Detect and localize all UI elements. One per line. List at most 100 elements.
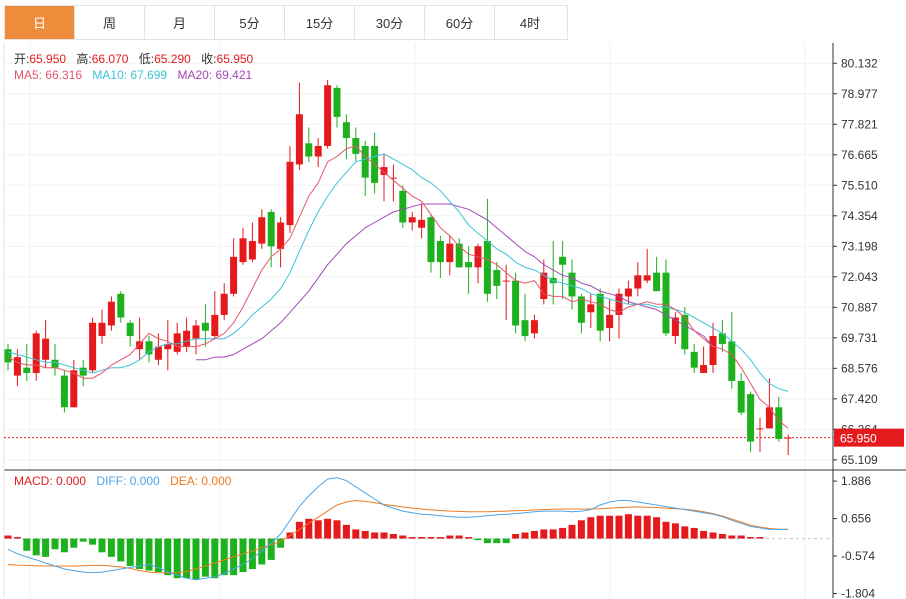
candle-body (408, 217, 416, 223)
open-value: 65.950 (29, 52, 67, 66)
candle-body (512, 280, 520, 326)
last-price-tag (834, 428, 904, 447)
y-tick-label: 73.198 (841, 239, 878, 253)
tab-week[interactable]: 周 (75, 6, 145, 39)
candle-body (32, 333, 40, 373)
candle-body (568, 272, 576, 297)
macd-bar (587, 517, 595, 539)
macd-bar (164, 538, 172, 576)
macd-bar (126, 538, 134, 566)
candle-body (596, 293, 604, 331)
y-tick-label: 69.731 (841, 331, 878, 345)
y-tick-label: 67.420 (841, 392, 878, 406)
macd-bar (474, 538, 482, 541)
candle-body (126, 322, 134, 337)
tab-5min[interactable]: 5分 (215, 6, 285, 39)
macd-bar (634, 515, 642, 539)
candle-body (728, 341, 736, 381)
candle-body (98, 322, 106, 337)
candle-body (427, 217, 435, 263)
candle-body (13, 357, 21, 376)
candle-body (4, 349, 12, 363)
macd-bar (23, 538, 31, 551)
macd-bar (540, 529, 548, 539)
candle-body (671, 317, 679, 337)
candle-body (239, 238, 247, 263)
candle-body (361, 145, 369, 178)
ma5-legend: MA5: 66.316 (14, 68, 83, 82)
candle-body (690, 351, 698, 368)
macd-bar (606, 515, 614, 539)
tab-4hour[interactable]: 4时 (519, 16, 541, 31)
candle-body (183, 330, 191, 347)
macd-bar (324, 518, 332, 539)
macd-bar (559, 527, 567, 539)
high-value: 66.070 (91, 52, 129, 66)
macd-bar (530, 530, 538, 539)
candle-body (483, 240, 491, 294)
macd-bar (267, 538, 275, 560)
candle-body (784, 437, 792, 439)
candle-body (277, 222, 285, 249)
candle-body (211, 314, 219, 337)
candle-body (653, 272, 661, 292)
candle-body (192, 325, 200, 339)
y-tick-label: 77.821 (841, 117, 878, 131)
macd-bar (389, 534, 397, 539)
macd-bar (446, 535, 454, 539)
candle-body (775, 407, 783, 439)
macd-bar (51, 538, 59, 550)
macd-bar (60, 538, 68, 553)
macd-bar (79, 538, 87, 542)
candle-body (718, 333, 726, 344)
macd-bar (192, 538, 200, 580)
macd-bar (32, 538, 40, 556)
period-tabs: 日 周 月 5分 15分 30分 60分 4时 (4, 5, 568, 40)
tab-30min[interactable]: 30分 (355, 6, 425, 39)
macd-bar (700, 530, 708, 539)
macd-bar (483, 538, 491, 544)
candle-body (173, 333, 181, 352)
tab-15min[interactable]: 15分 (285, 6, 355, 39)
candle-body (756, 428, 764, 430)
candle-body (446, 243, 454, 263)
candle-body (389, 177, 397, 179)
tab-month[interactable]: 月 (145, 6, 215, 39)
tab-60min[interactable]: 60分 (425, 6, 495, 39)
macd-tick-label: -1.804 (841, 587, 875, 599)
candle-body (154, 346, 162, 360)
candle-body (747, 394, 755, 442)
macd-bar (671, 523, 679, 539)
macd-bar (756, 537, 764, 539)
y-tick-label: 68.576 (841, 361, 878, 375)
candle-body (305, 143, 313, 157)
ma20-line (196, 203, 714, 361)
macd-bar (728, 535, 736, 539)
macd-bar (568, 524, 576, 539)
candle-body (436, 240, 444, 263)
macd-bar (681, 526, 689, 539)
macd-bar (154, 538, 162, 573)
macd-bar (521, 532, 529, 539)
macd-bar (709, 532, 717, 539)
macd-bar (512, 534, 520, 539)
ma20-legend: MA20: 69.421 (177, 68, 253, 82)
open-label: 开: (14, 52, 30, 66)
macd-bar (615, 515, 623, 539)
macd-bar (220, 538, 228, 576)
macd-bar (427, 537, 435, 539)
candle-body (455, 243, 463, 268)
candle-body (465, 262, 473, 268)
macd-bar (42, 538, 50, 557)
macd-bar (653, 517, 661, 539)
candle-body (248, 240, 256, 260)
candle-body (418, 219, 426, 228)
macd-bar (117, 538, 125, 562)
macd-bar (98, 538, 106, 553)
diff-legend: DIFF: 0.000 (96, 474, 160, 488)
macd-bar (493, 538, 501, 544)
tab-day[interactable]: 日 (5, 6, 75, 39)
macd-bar (596, 515, 604, 539)
dea-legend: DEA: 0.000 (170, 474, 232, 488)
